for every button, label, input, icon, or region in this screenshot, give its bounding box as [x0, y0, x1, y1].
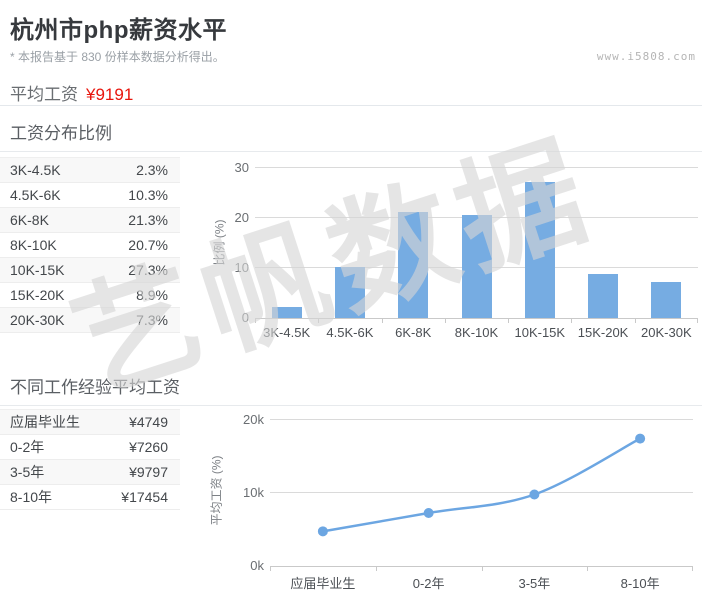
x-axis-tick — [635, 318, 636, 323]
bar — [524, 181, 555, 318]
x-axis-tick — [255, 318, 256, 323]
x-category-label: 3-5年 — [518, 576, 551, 591]
row-label: 15K-20K — [10, 287, 65, 303]
x-axis-tick — [376, 566, 377, 571]
row-value: 21.3% — [128, 212, 168, 228]
row-value: 7.3% — [136, 312, 168, 328]
bar — [651, 281, 682, 318]
bar — [588, 273, 619, 318]
page-title: 杭州市php薪资水平 — [10, 17, 227, 44]
row-label: 10K-15K — [10, 262, 65, 278]
y-tick-label: 30 — [234, 160, 249, 175]
x-category-label: 8-10年 — [620, 576, 660, 591]
x-axis-tick — [508, 318, 509, 323]
row-label: 应届毕业生 — [10, 414, 80, 430]
salary-range-row: 3K-4.5K 2.3% — [0, 158, 180, 183]
x-axis-tick — [318, 318, 319, 323]
experience-salary-table: 应届毕业生 ¥4749 0-2年 ¥7260 3-5年 ¥9797 8-10年 ¥17454 — [0, 409, 180, 510]
y-tick-label: 20 — [234, 210, 249, 225]
website-url: www.i5808.com — [596, 50, 696, 63]
x-category-label: 6K-8K — [395, 325, 432, 340]
x-category-label: 10K-15K — [514, 325, 566, 340]
bar-chart-plot-area: 3K-4.5K 4.5K-6K 6K-8K 8K-10K 10K-15K 15K-20K 2… — [255, 167, 698, 340]
salary-distribution-table: 3K-4.5K 2.3% 4.5K-6K 10.3% 6K-8K 21.3% 8K-10K 2… — [0, 157, 180, 333]
gridline — [270, 419, 693, 420]
gridline — [255, 167, 698, 168]
x-category-label: 8K-10K — [454, 325, 499, 340]
x-category-label: 3K-4.5K — [263, 325, 311, 340]
row-value: 8.9% — [136, 287, 168, 303]
data-point-marker — [317, 526, 328, 537]
y-tick-label: 10 — [234, 260, 249, 275]
salary-range-row: 15K-20K 8.9% — [0, 283, 180, 308]
line-chart-y-axis-label: 平均工资 (%) — [209, 455, 224, 526]
bar — [334, 266, 365, 318]
row-label: 3-5年 — [10, 464, 45, 480]
experience-salary-line-chart: 平均工资 (%) 应届毕业生 0-2年 3-5年 8-10年 0k 10k 20k — [210, 405, 702, 600]
data-point-marker — [529, 489, 540, 500]
y-tick-label: 10k — [243, 485, 264, 500]
salary-range-row: 4.5K-6K 10.3% — [0, 183, 180, 208]
row-value: ¥9797 — [129, 464, 168, 480]
x-category-label: 应届毕业生 — [290, 576, 356, 591]
row-label: 4.5K-6K — [10, 187, 61, 203]
gridline — [270, 566, 693, 567]
x-axis-tick — [692, 566, 693, 571]
row-value: ¥4749 — [129, 414, 168, 430]
x-category-label: 0-2年 — [412, 576, 445, 591]
average-salary-row: 平均工资 ¥9191 — [0, 80, 702, 106]
x-axis-tick — [571, 318, 572, 323]
report-sample-note: * 本报告基于 830 份样本数据分析得出。 — [10, 50, 225, 64]
experience-row: 8-10年 ¥17454 — [0, 485, 180, 510]
row-value: 2.3% — [136, 162, 168, 178]
row-value: 27.3% — [128, 262, 168, 278]
salary-range-row: 6K-8K 21.3% — [0, 208, 180, 233]
x-axis-tick — [482, 566, 483, 571]
row-label: 8-10年 — [10, 489, 53, 505]
x-axis-tick — [445, 318, 446, 323]
data-point-marker — [635, 433, 646, 444]
x-axis-tick — [270, 566, 271, 571]
gridline — [255, 318, 698, 319]
gridline — [270, 492, 693, 493]
experience-row: 0-2年 ¥7260 — [0, 435, 180, 460]
row-value: 10.3% — [128, 187, 168, 203]
y-tick-label: 0 — [241, 310, 249, 325]
experience-row: 3-5年 ¥9797 — [0, 460, 180, 485]
line-path — [322, 437, 641, 533]
salary-distribution-bar-chart: 比例 (%) 3K-4.5K 4.5K-6K 6K-8K 8K-10K 10K-15K 1… — [213, 152, 702, 344]
average-salary-label: 平均工资 — [10, 85, 78, 104]
bar — [398, 211, 429, 318]
bar — [271, 306, 302, 318]
y-tick-label: 0k — [250, 558, 264, 573]
row-value: 20.7% — [128, 237, 168, 253]
x-category-label: 15K-20K — [577, 325, 629, 340]
average-salary-value: ¥9191 — [86, 85, 134, 104]
row-label: 20K-30K — [10, 312, 65, 328]
experience-row: 应届毕业生 ¥4749 — [0, 410, 180, 435]
x-category-label: 4.5K-6K — [326, 325, 374, 340]
row-label: 0-2年 — [10, 439, 45, 455]
x-axis-tick — [697, 318, 698, 323]
y-tick-label: 20k — [243, 412, 264, 427]
row-value: ¥17454 — [121, 489, 168, 505]
row-value: ¥7260 — [129, 439, 168, 455]
bar — [461, 214, 492, 318]
salary-range-row: 20K-30K 7.3% — [0, 308, 180, 333]
line-chart-plot-area: 应届毕业生 0-2年 3-5年 8-10年 — [270, 419, 693, 591]
x-category-label: 20K-30K — [641, 325, 692, 340]
data-point-marker — [423, 508, 434, 519]
row-label: 3K-4.5K — [10, 162, 61, 178]
row-label: 6K-8K — [10, 212, 49, 228]
row-label: 8K-10K — [10, 237, 57, 253]
salary-trend-svg — [317, 433, 646, 537]
salary-range-row: 8K-10K 20.7% — [0, 233, 180, 258]
salary-range-row: 10K-15K 27.3% — [0, 258, 180, 283]
distribution-section-heading: 工资分布比例 — [0, 119, 702, 152]
x-axis-tick — [382, 318, 383, 323]
experience-section-heading: 不同工作经验平均工资 — [0, 373, 702, 406]
x-axis-tick — [587, 566, 588, 571]
